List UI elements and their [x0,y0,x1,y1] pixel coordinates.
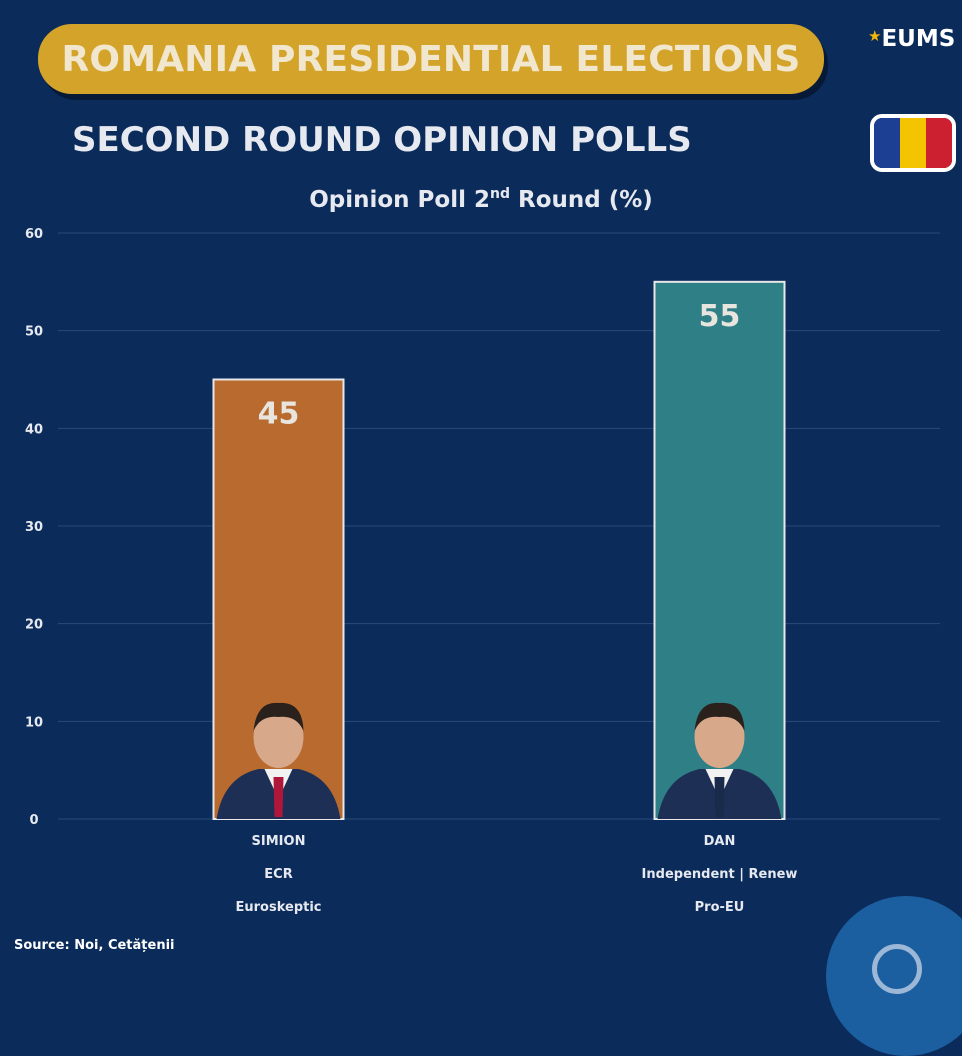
y-tick-label: 60 [25,227,43,242]
flag-stripe-blue [874,118,900,168]
category-label: DAN [704,834,736,849]
banner-title: ROMANIA PRESIDENTIAL ELECTIONS [61,38,801,80]
y-tick-label: 20 [25,618,43,633]
category-label: SIMION [252,834,306,849]
category-label: Euroskeptic [235,900,321,915]
bar-value-label: 55 [699,299,741,334]
page-subtitle: SECOND ROUND OPINION POLLS [72,120,692,160]
y-tick-label: 10 [25,715,43,730]
bar-value-label: 45 [258,397,300,432]
candidate-face [253,706,304,768]
romania-flag-icon [870,114,956,172]
chart-title: Opinion Poll 2nd Round (%) [309,186,653,213]
y-tick-label: 30 [25,520,43,535]
candidate-hair [253,702,304,731]
category-label: Independent | Renew [642,867,798,882]
candidate-hair [694,702,745,731]
logo-text: EUMS [881,26,956,52]
category-label: Pro-EU [695,900,745,915]
candidate-face [694,706,745,768]
candidate-tie [714,777,725,817]
category-label: ECR [264,867,292,882]
flag-stripe-red [926,118,952,168]
y-tick-label: 40 [25,422,43,437]
y-tick-label: 50 [25,325,43,340]
bar-chart: Opinion Poll 2nd Round (%) 0 10 20 30 40 50 60 4… [25,186,940,915]
y-tick-label: 0 [29,813,38,828]
flag-stripe-yellow [900,118,926,168]
source-note: Source: Noi, Cetățenii [14,938,175,953]
eums-logo: ★EUMS [868,26,955,52]
star-icon: ★ [868,27,882,45]
circle-icon[interactable] [872,944,922,994]
candidate-tie [273,777,284,817]
title-banner: ROMANIA PRESIDENTIAL ELECTIONS [38,24,824,94]
